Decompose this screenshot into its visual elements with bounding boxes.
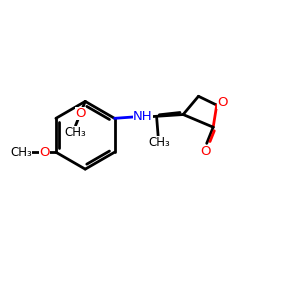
Text: NH: NH	[133, 110, 153, 123]
Text: CH₃: CH₃	[10, 146, 32, 159]
Text: O: O	[75, 107, 86, 120]
Text: O: O	[218, 96, 228, 109]
Text: O: O	[200, 145, 211, 158]
Text: O: O	[40, 146, 50, 159]
Text: CH₃: CH₃	[149, 136, 170, 149]
Text: CH₃: CH₃	[64, 126, 86, 139]
